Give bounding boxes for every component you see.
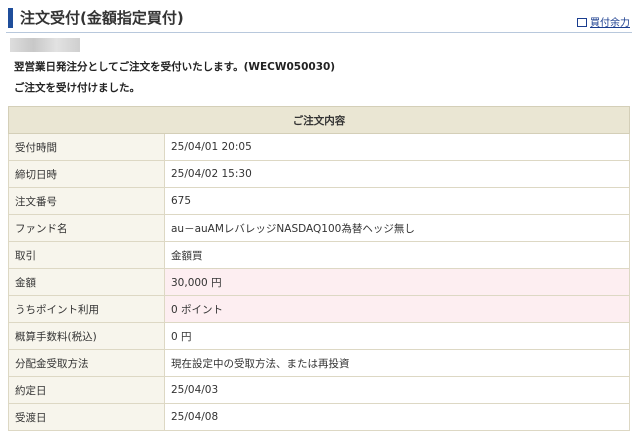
table-row: うちポイント利用 0 ポイント	[8, 295, 630, 323]
row-value: 25/04/01 20:05	[164, 133, 630, 161]
row-label: 約定日	[8, 376, 165, 404]
row-value: au－auAMレバレッジNASDAQ100為替ヘッジ無し	[164, 214, 630, 242]
row-label: 受渡日	[8, 403, 165, 431]
row-value: 0 ポイント	[164, 295, 630, 323]
page-title: 注文受付(金額指定買付)	[20, 9, 184, 27]
message: 翌営業日発注分としてご注文を受付いたします。(WECW050030)	[14, 61, 336, 73]
row-label: 概算手数料(税込)	[8, 322, 165, 350]
table-row: 金額 30,000 円	[8, 268, 630, 296]
row-value: 現在設定中の受取方法、または再投資	[164, 349, 630, 377]
table-row: 取引 金額買	[8, 241, 630, 269]
row-value: 25/04/08	[164, 403, 630, 431]
title-bar	[8, 8, 13, 28]
header: 注文受付(金額指定買付) 買付余力	[6, 6, 632, 33]
row-value: 25/04/02 15:30	[164, 160, 630, 188]
row-label: 取引	[8, 241, 165, 269]
table-caption: ご注文内容	[8, 106, 630, 134]
row-label: うちポイント利用	[8, 295, 165, 323]
row-value: 675	[164, 187, 630, 215]
row-label: 金額	[8, 268, 165, 296]
masked-name	[10, 38, 80, 52]
order-table: ご注文内容 受付時間 25/04/01 20:05 締切日時 25/04/02 15:…	[8, 106, 630, 431]
table-row: 概算手数料(税込) 0 円	[8, 322, 630, 350]
buying-power-link[interactable]: 買付余力	[577, 14, 630, 29]
row-label: 締切日時	[8, 160, 165, 188]
table-header-row: ご注文内容	[8, 106, 630, 134]
message: ご注文を受け付けました。	[14, 82, 140, 94]
row-label: ファンド名	[8, 214, 165, 242]
table-row: 分配金受取方法 現在設定中の受取方法、または再投資	[8, 349, 630, 377]
row-label: 受付時間	[8, 133, 165, 161]
table-row: 約定日 25/04/03	[8, 376, 630, 404]
table-row: 注文番号 675	[8, 187, 630, 215]
table-row: 締切日時 25/04/02 15:30	[8, 160, 630, 188]
table-row: 受渡日 25/04/08	[8, 403, 630, 431]
row-label: 注文番号	[8, 187, 165, 215]
row-value: 金額買	[164, 241, 630, 269]
table-row: 受付時間 25/04/01 20:05	[8, 133, 630, 161]
row-value: 25/04/03	[164, 376, 630, 404]
table-row: ファンド名 au－auAMレバレッジNASDAQ100為替ヘッジ無し	[8, 214, 630, 242]
row-label: 分配金受取方法	[8, 349, 165, 377]
row-value: 30,000 円	[164, 268, 630, 296]
row-value: 0 円	[164, 322, 630, 350]
